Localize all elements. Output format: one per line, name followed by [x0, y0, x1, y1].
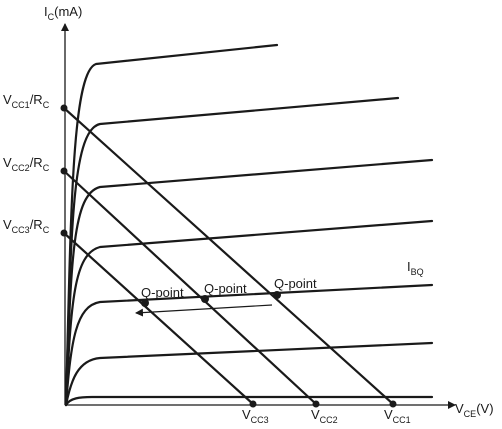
- q-point-dot-2: [201, 295, 209, 303]
- q-point-dot-3: [273, 291, 281, 299]
- y-intercept-label-2: VCC2/RC: [3, 155, 50, 173]
- ibq-label: IBQ: [407, 259, 424, 277]
- load-line-vcc2: [62, 169, 318, 406]
- x-intercept-dot-vcc3: [249, 400, 257, 408]
- y-intercept-label-1: VCC1/RC: [3, 92, 50, 110]
- y-intercept-dot-1: [60, 104, 68, 112]
- q-point-dot-1: [141, 299, 149, 307]
- characteristic-curves: [64, 43, 434, 407]
- load-line-vcc3: [62, 231, 255, 406]
- ib-curve-5: [64, 158, 434, 407]
- load-line-vcc1: [62, 106, 395, 406]
- q-point-label-2: Q-point: [204, 281, 247, 296]
- x-intercept-label-vcc2: VCC2: [311, 407, 338, 425]
- q-point-dots: [141, 291, 281, 307]
- x-intercept-label-vcc3: VCC3: [242, 407, 269, 425]
- ib-curve-6: [64, 96, 400, 407]
- ib-curve-7: [64, 43, 279, 407]
- intercept-dots: [60, 104, 397, 408]
- y-intercept-label-3: VCC3/RC: [3, 217, 50, 235]
- x-intercept-dot-vcc1: [389, 400, 397, 408]
- y-intercept-dot-2: [60, 167, 68, 175]
- load-lines: [62, 106, 395, 406]
- q-point-shift-arrow: [135, 304, 273, 317]
- ib-curve-4: [64, 219, 434, 407]
- y-axis-label: IC(mA): [44, 4, 82, 22]
- x-axis-label: VCE(V): [455, 401, 494, 419]
- ib-curve-2: [64, 341, 434, 407]
- q-point-label-1: Q-point: [141, 285, 184, 300]
- x-intercept-label-vcc1: VCC1: [384, 407, 411, 425]
- q-point-label-3: Q-point: [274, 276, 317, 291]
- y-intercept-dot-3: [60, 229, 68, 237]
- x-intercept-dot-vcc2: [312, 400, 320, 408]
